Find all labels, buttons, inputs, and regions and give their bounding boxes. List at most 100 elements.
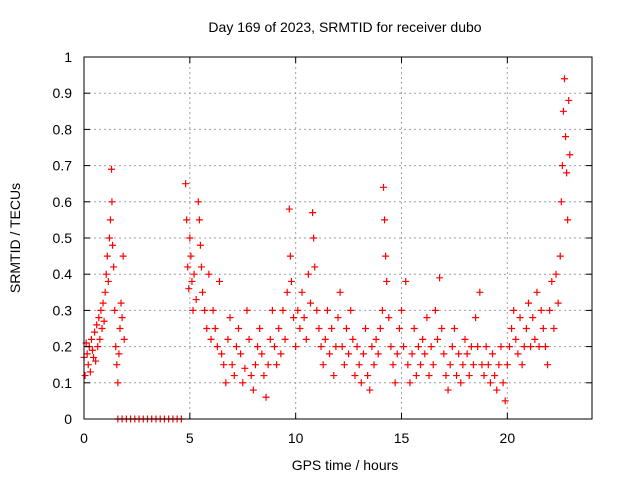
data-point [197,263,205,271]
data-point [381,216,389,224]
data-point [450,325,458,332]
data-point [493,386,501,394]
data-point [334,314,342,322]
data-point [330,372,338,380]
data-point [548,277,556,285]
data-point [218,350,226,358]
data-point [232,343,240,351]
grid-lines [84,57,592,419]
data-point [321,335,329,343]
data-point [285,205,293,213]
data-point [400,343,408,351]
data-point [429,361,437,369]
data-point [336,288,344,296]
data-point [518,361,526,369]
data-point [362,325,370,332]
data-point [323,306,331,314]
data-point [522,325,530,332]
data-point [256,325,264,332]
data-point [387,343,395,351]
data-point [103,252,111,260]
data-point [117,299,125,307]
y-tick-label: 0.4 [53,266,73,282]
data-point [419,335,427,343]
data-point [290,314,298,322]
data-point [187,252,195,260]
data-point [459,361,467,369]
x-tick-label: 20 [500,430,516,446]
x-axis-title: GPS time / hours [292,457,399,473]
data-point [562,133,570,141]
data-point [245,335,253,343]
data-point [467,343,475,351]
data-point [209,306,217,314]
data-point [380,183,388,191]
data-point [105,234,113,242]
data-point [222,379,230,387]
x-tick-label: 10 [288,430,304,446]
data-point [313,306,321,314]
data-point [111,306,119,314]
data-point [563,169,571,177]
data-point [237,350,245,358]
data-point [564,216,572,224]
data-point [431,306,439,314]
data-point [98,325,106,332]
data-point [266,335,274,343]
data-point [326,350,334,358]
data-point [306,299,314,307]
data-point [315,325,323,332]
data-point [302,335,310,343]
data-point [408,350,416,358]
data-point [113,361,121,369]
data-point [273,361,281,369]
data-point [342,325,350,332]
data-point [478,361,486,369]
axis-ticks [83,56,592,420]
data-point [351,372,359,380]
data-point [286,252,294,260]
data-point [311,263,319,271]
data-point [385,314,393,322]
data-point [235,325,243,332]
x-tick-label: 5 [186,430,194,446]
data-point [90,353,98,361]
data-point [332,343,340,351]
data-point [565,96,573,104]
data-point [531,335,539,343]
data-point [309,209,317,217]
data-point [374,350,382,358]
data-point [247,372,255,380]
data-point [389,361,397,369]
y-axis-title: SRMTID / TECUs [7,183,23,293]
data-point [495,361,503,369]
data-point [281,335,289,343]
y-tick-label: 0.5 [53,230,73,246]
data-point [108,165,116,173]
data-point [118,314,126,322]
data-point [91,328,99,336]
data-point [294,306,302,314]
data-point [383,277,391,285]
chart-title: Day 169 of 2023, SRMTID for receiver dub… [208,19,481,35]
data-point [372,335,380,343]
data-point [304,270,312,278]
data-point [505,343,513,351]
data-point [489,350,497,358]
data-point [453,372,461,380]
data-point [398,306,405,314]
data-point [115,350,123,358]
data-point [112,343,120,351]
data-point [95,314,103,322]
data-point [205,270,213,278]
data-point [292,343,300,351]
data-point [552,270,560,278]
data-point [182,180,190,188]
data-point [364,372,372,380]
data-point [368,343,376,351]
data-point [444,386,452,394]
data-point [559,107,567,115]
data-point [184,263,192,271]
x-tick-label: 15 [394,430,410,446]
data-point [558,162,566,170]
